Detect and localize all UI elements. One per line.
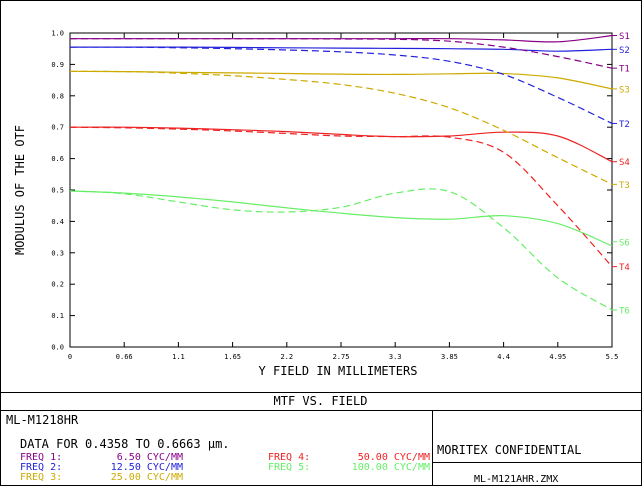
x-axis-label: Y FIELD IN MILLIMETERS — [259, 364, 418, 378]
freq-2-label: FREQ 2: — [20, 462, 63, 473]
freq-4-value: 50.00 CYC/MM — [357, 452, 430, 463]
x-tick-label: 2.2 — [280, 353, 293, 361]
x-tick-label: 0 — [68, 353, 72, 361]
series-labels: S1 S2 T1 S3 T2 S4 T3 S6 T4 T6 — [612, 32, 630, 316]
freq-2-value: 12.50 CYC/MM — [110, 462, 183, 473]
panel-divider-horizontal — [432, 462, 641, 463]
series-t1-line — [69, 38, 613, 69]
series-layer — [69, 34, 613, 311]
series-s4-line — [69, 126, 613, 163]
freq-3-value: 25.00 CYC/MM — [110, 472, 183, 483]
panel-divider — [432, 410, 433, 486]
y-tick-label: 0.4 — [51, 218, 64, 226]
y-tick-label: 0.2 — [51, 281, 64, 289]
axis-ticks: 0 0.66 1.1 1.65 2.2 2.75 3.3 3.85 4.4 4.95 5.5 0.0 0… — [51, 30, 618, 362]
x-tick-label: 1.65 — [224, 353, 241, 361]
series-label-t6: T6 — [619, 306, 630, 316]
plot-area — [69, 32, 613, 348]
confidential-label: MORITEX CONFIDENTIAL — [437, 443, 582, 457]
series-label-t1: T1 — [619, 65, 630, 75]
freq-5-value: 100.00 CYC/MM — [351, 462, 430, 473]
series-label-t4: T4 — [619, 263, 630, 273]
freq-1-value: 6.50 CYC/MM — [116, 452, 183, 463]
x-tick-label: 2.75 — [333, 353, 350, 361]
series-t2-line — [69, 46, 613, 124]
series-label-s2: S2 — [619, 46, 630, 56]
y-tick-label: 0.5 — [51, 187, 64, 195]
series-label-t3: T3 — [619, 181, 630, 191]
series-t4-line — [69, 126, 613, 267]
series-label-t2: T2 — [619, 120, 630, 130]
y-tick-label: 0.3 — [51, 249, 64, 257]
series-label-s6: S6 — [619, 238, 630, 248]
series-s6-line — [69, 190, 613, 247]
series-t3-line — [69, 70, 613, 185]
info-panel — [0, 392, 641, 487]
x-tick-label: 3.85 — [441, 353, 458, 361]
series-label-s3: S3 — [619, 85, 630, 95]
lens-name: ML-M1218HR — [6, 413, 79, 427]
y-tick-label: 0.7 — [51, 124, 64, 132]
freq-3-label: FREQ 3: — [20, 472, 63, 483]
y-tick-label: 0.0 — [51, 344, 64, 352]
series-s3-line — [69, 70, 613, 90]
y-tick-label: 0.9 — [51, 61, 64, 69]
x-tick-label: 4.4 — [497, 353, 510, 361]
zmx-filename: ML-M121AHR.ZMX — [474, 474, 559, 485]
series-label-s1: S1 — [619, 32, 630, 42]
series-t6-line — [69, 188, 613, 311]
x-tick-label: 0.66 — [116, 353, 133, 361]
y-tick-label: 1.0 — [51, 30, 64, 38]
freq-1-label: FREQ 1: — [20, 452, 63, 463]
x-tick-label: 5.5 — [606, 353, 619, 361]
x-tick-label: 3.3 — [389, 353, 402, 361]
x-tick-label: 4.95 — [549, 353, 566, 361]
y-tick-label: 0.8 — [51, 92, 64, 100]
series-label-s4: S4 — [619, 158, 630, 168]
y-tick-label: 0.6 — [51, 155, 64, 163]
freq-5-label: FREQ 5: — [268, 462, 311, 473]
freq-4-label: FREQ 4: — [268, 452, 311, 463]
x-tick-label: 1.1 — [172, 353, 185, 361]
y-axis-label: MODULUS OF THE OTF — [13, 125, 27, 255]
wavelength-range: DATA FOR 0.4358 TO 0.6663 µm. — [20, 437, 230, 451]
y-tick-label: 0.1 — [51, 312, 64, 320]
chart-title: MTF VS. FIELD — [0, 392, 641, 411]
